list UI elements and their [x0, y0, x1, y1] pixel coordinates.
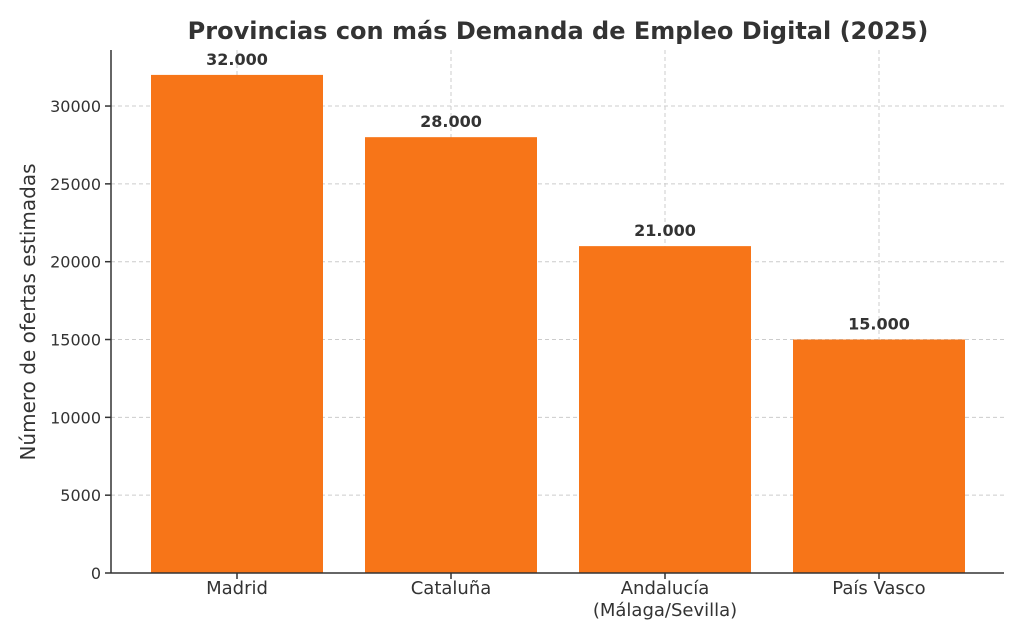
axes [105, 50, 1004, 579]
y-tick-label-2: 10000 [50, 408, 101, 427]
x-tick-label-2: Andalucía (Málaga/Sevilla) [593, 578, 737, 621]
y-tick-label-6: 30000 [50, 97, 101, 116]
y-tick-label-0: 0 [91, 564, 101, 583]
data-label-3: 15.000 [848, 315, 910, 334]
labels: 32.000 28.000 21.000 15.000 0 5000 10000 15000 2… [50, 50, 926, 621]
x-tick-label-1: Cataluña [411, 578, 492, 599]
data-label-2: 21.000 [634, 221, 696, 240]
bar-3 [793, 339, 965, 573]
y-tick-label-1: 5000 [60, 486, 101, 505]
data-label-1: 28.000 [420, 112, 482, 131]
y-tick-label-3: 15000 [50, 331, 101, 350]
y-tick-label-4: 20000 [50, 253, 101, 272]
data-label-0: 32.000 [206, 50, 268, 69]
bar-1 [365, 137, 537, 573]
y-axis-label: Número de ofertas estimadas [16, 163, 40, 460]
y-tick-label-5: 25000 [50, 175, 101, 194]
bars [151, 74, 965, 574]
bar-0 [151, 74, 323, 574]
bar-2 [579, 246, 751, 573]
x-tick-label-0: Madrid [206, 578, 268, 599]
x-tick-label-3: País Vasco [832, 578, 925, 599]
chart-title: Provincias con más Demanda de Empleo Dig… [188, 17, 929, 45]
